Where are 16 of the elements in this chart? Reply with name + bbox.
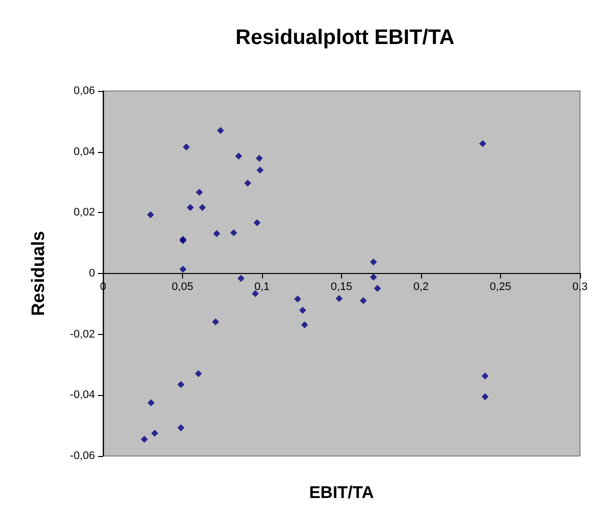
x-axis-title: EBIT/TA — [309, 483, 374, 502]
y-tick-label: 0 — [88, 268, 95, 280]
x-tick-label: 0,1 — [254, 281, 270, 293]
x-tick-label: 0,05 — [172, 281, 194, 293]
x-tick-label: 0,2 — [413, 281, 429, 293]
y-axis-title: Residuals — [28, 230, 48, 316]
y-tick-label: 0,04 — [74, 146, 95, 158]
y-tick-label: -0,02 — [70, 328, 95, 340]
chart-title: Residualplott EBIT/TA — [236, 26, 454, 49]
y-tick-label: 0,06 — [74, 85, 95, 97]
y-tick-label: -0,04 — [70, 389, 95, 402]
y-tick-label: -0,06 — [70, 450, 95, 462]
x-tick-label: 0,15 — [330, 281, 352, 293]
y-tick-label: 0,02 — [74, 206, 95, 219]
x-tick-label: 0,25 — [490, 281, 512, 293]
x-tick-label: 0,3 — [572, 281, 588, 293]
